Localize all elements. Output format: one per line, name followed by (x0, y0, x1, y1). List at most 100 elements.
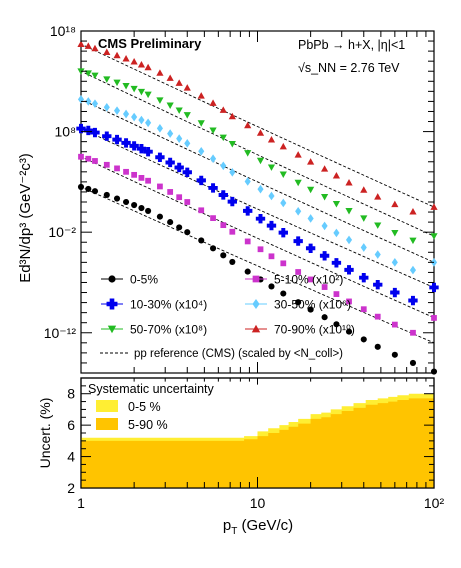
data-point (157, 183, 163, 190)
data-point (103, 161, 110, 168)
data-point (103, 48, 111, 55)
data-point (359, 272, 369, 283)
top-y-tick-label: 10⁸ (55, 124, 77, 140)
reference-line (84, 45, 435, 208)
data-point (321, 194, 329, 201)
top-y-ticks: 10¹⁸ 10⁸ 10⁻² 10⁻¹² (44, 23, 434, 374)
data-point (209, 245, 217, 252)
legend-label: 70-90% (x10¹⁰) (274, 323, 355, 337)
data-point (137, 88, 146, 96)
data-point (77, 40, 85, 47)
data-point (307, 158, 315, 165)
series-50-70% (77, 68, 438, 245)
series-70-90% (77, 40, 438, 215)
series-5-10% (78, 153, 437, 336)
data-point (257, 246, 264, 253)
data-point (268, 191, 275, 201)
data-point (167, 219, 174, 226)
y-axis-label-top: Ed³N/dp³ (GeV⁻²c³) (17, 153, 34, 283)
data-point (209, 127, 217, 135)
data-point (121, 138, 131, 148)
data-point (144, 63, 152, 71)
data-point (145, 118, 152, 128)
data-point (196, 175, 206, 186)
data-point (319, 251, 330, 261)
data-point (183, 84, 191, 91)
data-point (122, 83, 130, 90)
bottom-y-tick-label: 6 (67, 417, 75, 433)
data-point (333, 228, 340, 238)
data-point (198, 207, 205, 214)
data-point (129, 141, 139, 151)
data-point (91, 72, 99, 80)
bottom-y-tick-label: 2 (67, 480, 75, 496)
data-point (113, 79, 121, 87)
data-point (103, 191, 110, 199)
data-point (295, 269, 302, 275)
data-point (138, 174, 145, 181)
data-point (430, 203, 438, 210)
data-point (321, 221, 328, 231)
data-point (409, 208, 417, 215)
data-point (175, 79, 183, 86)
data-point (166, 102, 174, 110)
data-point (91, 99, 99, 108)
data-point (102, 131, 112, 141)
legend-label: 10-30% (x10⁴) (130, 298, 207, 312)
data-point (391, 200, 399, 208)
data-point (346, 298, 352, 305)
data-point (321, 165, 329, 172)
data-point (90, 127, 100, 138)
data-point (85, 155, 92, 162)
data-point (429, 282, 439, 293)
data-point (268, 283, 275, 290)
data-point (145, 177, 151, 184)
data-point (113, 106, 121, 115)
legend-marker (106, 298, 118, 310)
data-point (391, 230, 399, 237)
data-point (360, 186, 368, 193)
legend-marker (108, 275, 116, 283)
data-point (268, 253, 275, 260)
data-point (229, 228, 236, 235)
data-point (167, 129, 174, 138)
data-point (229, 258, 236, 265)
data-point (197, 120, 205, 127)
data-point (91, 44, 99, 52)
data-point (374, 313, 381, 320)
data-point (130, 58, 138, 65)
data-point (345, 235, 353, 245)
top-y-tick-label: 10¹⁸ (50, 23, 76, 39)
data-point (220, 161, 227, 171)
legend-label: 0-5% (130, 273, 158, 287)
data-point (122, 109, 130, 119)
data-series-group (76, 40, 439, 375)
data-point (122, 55, 130, 62)
y-axis-label-bottom: Uncert. (%) (37, 398, 53, 469)
data-point (155, 152, 165, 162)
data-point (331, 258, 342, 268)
legend-label-5-90: 5-90 % (128, 418, 168, 432)
data-point (130, 85, 138, 93)
data-point (431, 315, 437, 321)
data-point (279, 142, 287, 150)
data-point (175, 107, 183, 114)
top-y-tick-label: 10⁻² (48, 224, 76, 240)
data-point (409, 237, 417, 245)
data-point (136, 143, 147, 154)
data-point (307, 186, 315, 194)
data-point (391, 321, 398, 328)
data-point (218, 190, 228, 200)
data-point (219, 134, 227, 142)
data-point (184, 229, 191, 236)
data-point (257, 184, 264, 194)
data-point (390, 287, 400, 298)
data-point (76, 123, 86, 134)
data-point (131, 201, 138, 209)
data-point (280, 198, 287, 208)
data-point (280, 260, 287, 267)
data-point (345, 328, 353, 335)
data-point (244, 268, 251, 275)
data-point (77, 183, 85, 190)
